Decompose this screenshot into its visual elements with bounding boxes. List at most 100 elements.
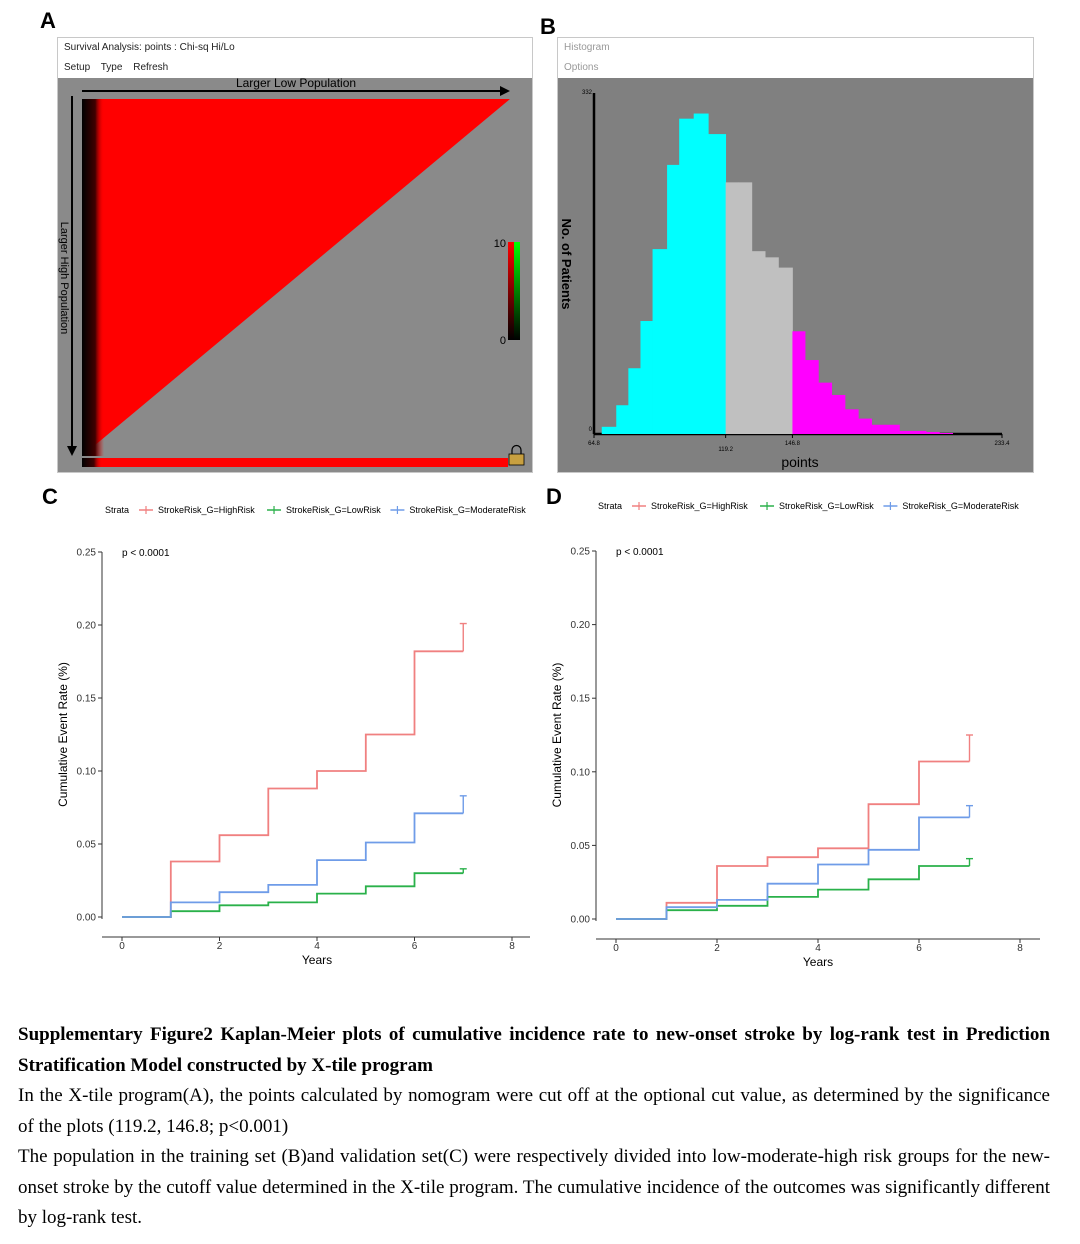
figure-caption: Supplementary Figure2 Kaplan-Meier plots… xyxy=(18,1020,1050,1234)
legend-label: StrokeRisk_G=LowRisk xyxy=(286,505,381,515)
xtile-window: Survival Analysis: points : Chi-sq Hi/Lo… xyxy=(57,37,533,473)
histogram-y-max: 332 xyxy=(582,90,593,96)
caption-line-1: In the X-tile program(A), the points cal… xyxy=(18,1085,1050,1137)
y-tick-label: 0.20 xyxy=(571,620,591,631)
legend-label: StrokeRisk_G=ModerateRisk xyxy=(409,505,526,515)
legend-item: StrokeRisk_G=HighRisk xyxy=(139,505,255,515)
legend: Strata StrokeRisk_G=HighRisk StrokeRisk_G=… xyxy=(598,501,1019,511)
histogram-bar xyxy=(667,164,680,434)
histogram-xlabel: points xyxy=(781,454,818,470)
histogram-bar xyxy=(616,405,629,434)
legend-item: StrokeRisk_G=ModerateRisk xyxy=(883,501,1019,511)
legend-title: Strata xyxy=(105,505,129,515)
legend-label: StrokeRisk_G=LowRisk xyxy=(779,501,874,511)
lock-icon[interactable] xyxy=(508,444,525,466)
histogram-bar xyxy=(751,251,766,434)
histogram-bar xyxy=(939,432,954,434)
x-tick-label: 8 xyxy=(509,941,515,952)
top-arrow-label: Larger Low Population xyxy=(236,78,356,90)
histogram-x-tick-label: 233.4 xyxy=(994,441,1010,447)
xtile-bottom-bar xyxy=(82,458,508,467)
caption-title: Supplementary Figure2 Kaplan-Meier plots… xyxy=(18,1024,1050,1076)
histogram-bar xyxy=(679,118,695,435)
histogram-window-title: Histogram xyxy=(564,42,610,53)
legend-item: StrokeRisk_G=LowRisk xyxy=(267,505,381,515)
y-axis-label: Cumulative Event Rate (%) xyxy=(56,662,70,807)
y-tick-label: 0.15 xyxy=(77,694,97,705)
menu-refresh[interactable]: Refresh xyxy=(133,62,169,73)
panel-label-d: D xyxy=(546,484,562,509)
y-tick-label: 0.10 xyxy=(571,767,591,778)
y-tick-label: 0.10 xyxy=(77,767,97,778)
color-scale-red xyxy=(508,242,514,340)
histogram-bar xyxy=(601,426,617,434)
km-curve xyxy=(122,812,464,918)
histogram-bar xyxy=(693,113,709,434)
left-arrow-label: Larger High Population xyxy=(58,222,70,335)
histogram-bar xyxy=(725,182,739,434)
x-tick-label: 8 xyxy=(1017,943,1023,954)
histogram-x-tick-label: 119.2 xyxy=(718,447,733,453)
xtile-dark-edge xyxy=(82,99,104,456)
histogram-bar xyxy=(912,430,927,434)
legend-label: StrokeRisk_G=ModerateRisk xyxy=(902,501,1019,511)
x-tick-label: 4 xyxy=(815,943,821,954)
x-tick-label: 6 xyxy=(916,943,922,954)
histogram-menu-bar: Options xyxy=(564,62,606,73)
panel-label-b: B xyxy=(540,14,556,39)
histogram-bar xyxy=(858,418,872,434)
histogram-plot: 332 0 No. of Patients points 64.8 119.2 14… xyxy=(558,78,1033,472)
y-tick-label: 0.00 xyxy=(571,915,591,926)
panel-label-c: C xyxy=(42,484,58,509)
left-arrow-head xyxy=(67,446,77,456)
y-tick-label: 0.25 xyxy=(77,548,97,559)
legend-label: StrokeRisk_G=HighRisk xyxy=(651,501,748,511)
color-scale-max: 10 xyxy=(494,238,506,250)
x-tick-label: 6 xyxy=(412,941,418,952)
p-value: p < 0.0001 xyxy=(122,548,170,559)
histogram-bar xyxy=(818,382,833,434)
menu-setup[interactable]: Setup xyxy=(64,62,91,73)
legend-item: StrokeRisk_G=HighRisk xyxy=(632,501,748,511)
histogram-bar xyxy=(640,321,653,434)
x-axis-label: Years xyxy=(302,953,332,965)
top-arrow-head xyxy=(500,86,510,96)
legend: Strata StrokeRisk_G=HighRisk StrokeRisk_G=… xyxy=(105,505,526,515)
color-scale-min: 0 xyxy=(500,335,506,347)
color-scale-green xyxy=(514,242,520,340)
km-plot-training: Strata StrokeRisk_G=HighRisk StrokeRisk_G=… xyxy=(56,505,530,965)
y-tick-label: 0.00 xyxy=(77,913,97,924)
histogram-bar xyxy=(926,431,940,434)
histogram-ylabel: No. of Patients xyxy=(559,218,574,309)
histogram-bar xyxy=(884,424,900,434)
histogram-window: Histogram Options 332 0 No. of Patients … xyxy=(557,37,1034,473)
x-tick-label: 2 xyxy=(714,943,720,954)
p-value: p < 0.0001 xyxy=(616,547,664,558)
menu-options[interactable]: Options xyxy=(564,62,599,73)
km-curve xyxy=(616,760,970,920)
km-curve xyxy=(122,872,464,918)
y-tick-label: 0.25 xyxy=(571,547,591,558)
legend-item: StrokeRisk_G=ModerateRisk xyxy=(390,505,526,515)
histogram-bar xyxy=(708,134,727,434)
histogram-bar xyxy=(778,267,793,434)
xtile-red-triangle xyxy=(82,99,510,456)
x-axis-label: Years xyxy=(803,955,833,969)
legend-title: Strata xyxy=(598,501,622,511)
histogram-x-tick-label: 64.8 xyxy=(588,441,600,447)
y-tick-label: 0.15 xyxy=(571,694,591,705)
legend-label: StrokeRisk_G=HighRisk xyxy=(158,505,255,515)
histogram-bar xyxy=(831,394,846,434)
menu-type[interactable]: Type xyxy=(100,62,123,73)
xtile-window-title: Survival Analysis: points : Chi-sq Hi/Lo xyxy=(64,42,235,53)
x-tick-label: 0 xyxy=(119,941,125,952)
xtile-bottom-bar-dark xyxy=(82,458,102,467)
km-plot-validation: Strata StrokeRisk_G=HighRisk StrokeRisk_G=… xyxy=(550,501,1040,969)
histogram-bar xyxy=(792,331,806,434)
legend-item: StrokeRisk_G=LowRisk xyxy=(760,501,874,511)
histogram-x-tick-label: 146.8 xyxy=(785,441,801,447)
histogram-bar xyxy=(765,257,779,434)
panel-label-a: A xyxy=(40,8,56,33)
histogram-bar xyxy=(628,368,641,434)
histogram-bar xyxy=(805,360,819,434)
